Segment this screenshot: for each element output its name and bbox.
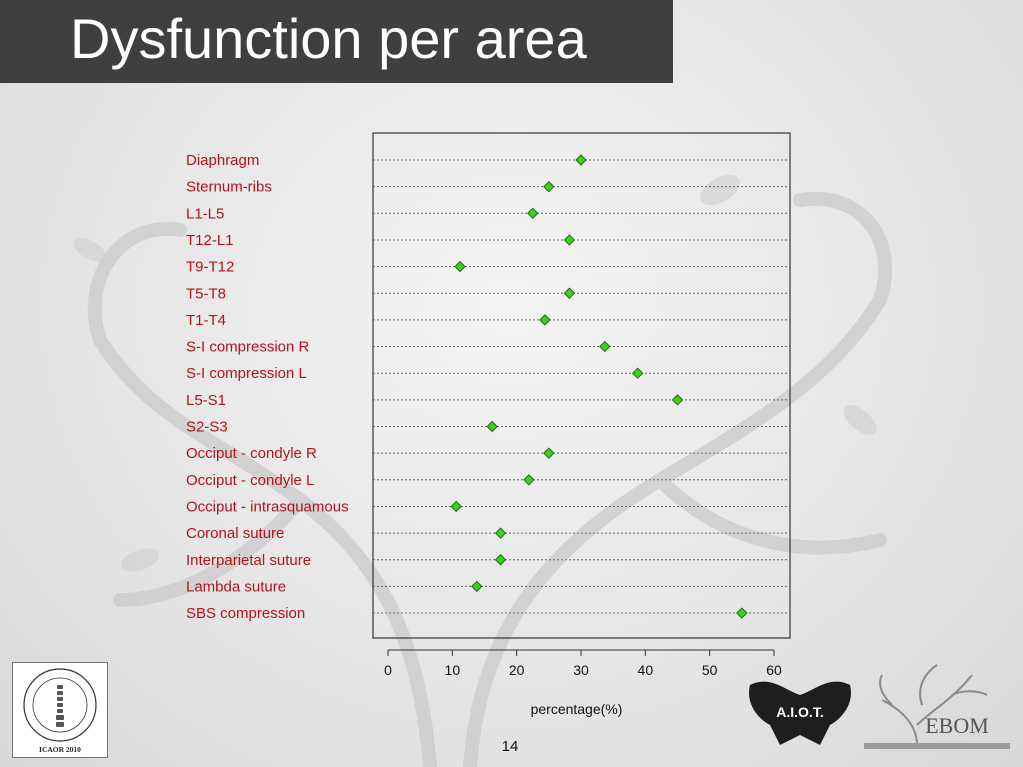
category-label: Coronal suture [186,525,284,542]
category-label: Occiput - intrasquamous [186,498,349,515]
page-number: 14 [501,738,519,755]
category-label: L5-S1 [186,392,226,409]
data-point [539,314,551,326]
category-label: Interparietal suture [186,552,311,569]
category-label: Lambda suture [186,578,286,595]
category-label: S-I compression L [186,365,307,382]
x-tick-label: 50 [702,662,718,678]
data-point [631,367,644,379]
x-tick-label: 40 [638,662,654,678]
data-point [494,527,507,539]
data-point [486,420,498,433]
data-point [599,340,611,353]
data-point [543,447,555,459]
data-point [575,154,587,166]
category-label: T9-T12 [186,259,234,276]
icaor-text: ICAOR 2010 [39,745,81,754]
category-label: Occiput - condyle L [186,472,314,489]
category-label: Diaphragm [186,152,259,169]
icaor-logo: ICAOR 2010 [12,662,108,758]
aiot-logo: A.I.O.T. [749,681,851,745]
slide-title: Dysfunction per area [70,7,587,70]
category-label: Sternum-ribs [186,179,272,196]
data-point [563,234,576,246]
data-point [471,580,483,593]
data-point [523,474,535,486]
category-label: L1-L5 [186,205,224,222]
category-label: SBS compression [186,605,305,622]
aiot-text: A.I.O.T. [776,704,823,720]
ebom-text: EBOM [925,713,989,738]
data-point [736,607,748,619]
data-point [543,180,555,193]
category-label: S-I compression R [186,339,310,356]
plot-frame [372,132,791,639]
category-label: S2-S3 [186,419,228,436]
data-point [563,287,576,299]
title-bar [0,0,673,83]
category-label: T1-T4 [186,312,226,329]
x-axis-title: percentage(%) [531,701,623,717]
x-tick-label: 0 [384,662,392,678]
x-tick-label: 60 [766,662,782,678]
data-point [671,394,684,406]
x-tick-label: 10 [445,662,461,678]
data-point [454,260,466,273]
x-tick-label: 20 [509,662,525,678]
ebom-logo: EBOM [864,664,1010,749]
category-label: T5-T8 [186,285,226,302]
category-label: T12-L1 [186,232,234,249]
x-tick-label: 30 [573,662,589,678]
data-point [494,554,507,566]
category-label: Occiput - condyle R [186,445,317,462]
data-point [450,500,462,513]
data-point [527,207,539,220]
